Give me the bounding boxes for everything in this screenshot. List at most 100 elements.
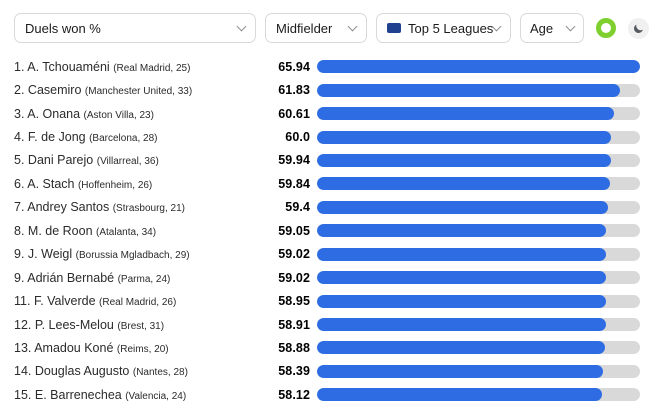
player-rank: 3.: [14, 106, 25, 121]
player-meta: (Manchester United, 33): [84, 86, 193, 98]
bar-fill: [317, 247, 607, 261]
player-name: E. Barrenechea: [34, 387, 122, 402]
player-name: F. Valverde: [33, 294, 96, 309]
player-value: 59.4: [285, 200, 310, 215]
bar-fill: [317, 177, 611, 191]
player-name: Casemiro: [27, 83, 82, 98]
player-name: Dani Parejo: [27, 153, 94, 168]
chevron-down-icon: [236, 21, 247, 31]
player-value: 60.61: [278, 106, 310, 121]
player-rank: 11.: [14, 294, 31, 309]
league-flag-icon: [387, 23, 401, 33]
player-value: 58.39: [278, 364, 310, 379]
player-value: 60.0: [285, 130, 310, 145]
player-label: 13. Amadou Koné (Reims, 20): [14, 341, 260, 355]
player-rank: 8.: [14, 223, 25, 238]
player-value: 59.02: [278, 247, 310, 262]
player-label: 6. A. Stach (Hoffenheim, 26): [14, 177, 260, 191]
player-row[interactable]: 4. F. de Jong (Barcelona, 28) 60.0: [0, 125, 660, 148]
player-label: 15. E. Barrenechea (Valencia, 24): [14, 388, 260, 402]
league-select-value: Top 5 Leagues: [408, 20, 493, 36]
bar-fill: [317, 153, 611, 167]
player-row[interactable]: 9. Adrián Bernabé (Parma, 24) 59.02: [0, 266, 660, 289]
player-label: 9. J. Weigl (Borussia Mgladbach, 29): [14, 247, 260, 261]
player-rank: 9.: [14, 247, 25, 262]
player-label: 5. Dani Parejo (Villarreal, 36): [14, 153, 260, 167]
stat-select-value: Duels won %: [25, 20, 101, 36]
player-label: 11. F. Valverde (Real Madrid, 26): [14, 294, 260, 308]
player-row[interactable]: 6. A. Stach (Hoffenheim, 26) 59.84: [0, 172, 660, 195]
player-rank: 5.: [14, 153, 25, 168]
bar-track: [317, 364, 640, 378]
bar-track: [317, 271, 640, 285]
bar-track: [317, 107, 640, 121]
stat-select[interactable]: Duels won %: [14, 13, 256, 43]
player-row[interactable]: 1. A. Tchouaméni (Real Madrid, 25) 65.94: [0, 55, 660, 78]
bar-fill: [317, 388, 602, 402]
bar-track: [317, 60, 640, 74]
filter-bar: Duels won % Midfielder Top 5 Leagues Age: [0, 0, 660, 43]
player-name: M. de Roon: [27, 223, 93, 238]
bar-track: [317, 224, 640, 238]
player-label: 3. A. Onana (Aston Villa, 23): [14, 107, 260, 121]
bar-fill: [317, 318, 606, 332]
bar-track: [317, 83, 640, 97]
status-ring-icon[interactable]: [596, 18, 616, 38]
player-meta: (Nantes, 28): [132, 367, 188, 379]
bar-fill: [317, 294, 606, 308]
player-row[interactable]: 2. Casemiro (Manchester United, 33) 61.8…: [0, 78, 660, 101]
player-row[interactable]: 11. F. Valverde (Real Madrid, 26) 58.95: [0, 289, 660, 312]
player-row[interactable]: 3. A. Onana (Aston Villa, 23) 60.61: [0, 102, 660, 125]
player-rank: 14.: [14, 364, 32, 379]
player-value: 58.88: [278, 340, 310, 355]
player-name: Andrey Santos: [27, 200, 110, 215]
bar-track: [317, 341, 640, 355]
player-name: F. de Jong: [27, 130, 86, 145]
player-meta: (Villarreal, 36): [96, 156, 159, 168]
player-label: 1. A. Tchouaméni (Real Madrid, 25): [14, 60, 260, 74]
bar-fill: [317, 271, 607, 285]
bar-fill: [317, 341, 606, 355]
player-name: Adrián Bernabé: [27, 270, 115, 285]
league-select[interactable]: Top 5 Leagues: [376, 13, 511, 43]
player-row[interactable]: 8. M. de Roon (Atalanta, 34) 59.05: [0, 219, 660, 242]
player-row[interactable]: 5. Dani Parejo (Villarreal, 36) 59.94: [0, 149, 660, 172]
player-meta: (Parma, 24): [117, 273, 171, 285]
bar-track: [317, 153, 640, 167]
player-rank: 9.: [14, 270, 25, 285]
player-label: 2. Casemiro (Manchester United, 33): [14, 83, 260, 97]
bar-track: [317, 200, 640, 214]
player-label: 12. P. Lees-Melou (Brest, 31): [14, 318, 260, 332]
player-value: 59.02: [278, 270, 310, 285]
player-value: 61.83: [278, 83, 310, 98]
player-meta: (Real Madrid, 25): [113, 62, 191, 74]
player-row[interactable]: 9. J. Weigl (Borussia Mgladbach, 29) 59.…: [0, 243, 660, 266]
player-rank: 2.: [14, 83, 25, 98]
age-select[interactable]: Age: [520, 13, 584, 43]
player-row[interactable]: 13. Amadou Koné (Reims, 20) 58.88: [0, 336, 660, 359]
bar-fill: [317, 200, 608, 214]
bar-fill: [317, 364, 604, 378]
age-select-value: Age: [530, 20, 554, 36]
dark-mode-toggle[interactable]: [628, 17, 649, 39]
player-label: 4. F. de Jong (Barcelona, 28): [14, 130, 260, 144]
bar-fill: [317, 107, 614, 121]
player-value: 65.94: [278, 59, 310, 74]
chevron-down-icon: [565, 21, 576, 31]
player-row[interactable]: 15. E. Barrenechea (Valencia, 24) 58.12: [0, 383, 660, 406]
player-name: J. Weigl: [27, 247, 73, 262]
player-row[interactable]: 12. P. Lees-Melou (Brest, 31) 58.91: [0, 313, 660, 336]
player-value: 58.95: [278, 294, 310, 309]
player-row[interactable]: 14. Douglas Augusto (Nantes, 28) 58.39: [0, 360, 660, 383]
player-name: Douglas Augusto: [34, 364, 130, 379]
player-name: P. Lees-Melou: [34, 317, 114, 332]
player-rank: 15.: [14, 387, 32, 402]
player-rank: 4.: [14, 130, 25, 145]
player-meta: (Strasbourg, 21): [112, 203, 185, 215]
bar-track: [317, 294, 640, 308]
player-row[interactable]: 7. Andrey Santos (Strasbourg, 21) 59.4: [0, 196, 660, 219]
player-name: A. Onana: [27, 106, 81, 121]
position-select[interactable]: Midfielder: [265, 13, 367, 43]
player-label: 9. Adrián Bernabé (Parma, 24): [14, 271, 260, 285]
player-rank: 7.: [14, 200, 25, 215]
